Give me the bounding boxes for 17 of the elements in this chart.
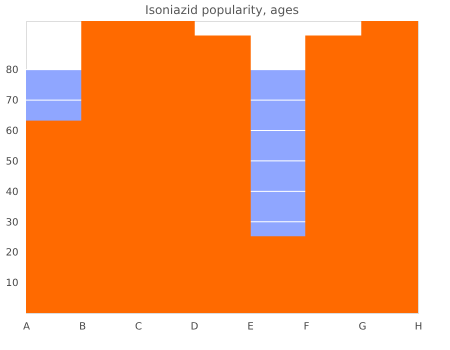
y-tick-label: 80 bbox=[6, 65, 18, 76]
x-tick-label: F bbox=[304, 322, 310, 332]
x-tick-label: E bbox=[247, 322, 254, 332]
y-tick-label: 20 bbox=[6, 248, 18, 259]
x-tick-label: D bbox=[190, 322, 199, 332]
y-tick-label: 60 bbox=[6, 126, 18, 137]
x-tick-label: G bbox=[358, 322, 366, 332]
y-tick-label: 10 bbox=[6, 278, 18, 290]
y-tick-label: 40 bbox=[6, 186, 18, 198]
x-tick-label: H bbox=[414, 322, 422, 332]
y-tick-label: 30 bbox=[6, 217, 18, 228]
x-tick-label: A bbox=[23, 322, 30, 332]
x-tick-label: B bbox=[79, 322, 86, 332]
chart-title: Isoniazid popularity, ages bbox=[145, 3, 299, 17]
y-tick-label: 50 bbox=[6, 156, 18, 168]
x-tick-label: C bbox=[135, 322, 142, 332]
y-tick-label: 70 bbox=[6, 96, 18, 107]
